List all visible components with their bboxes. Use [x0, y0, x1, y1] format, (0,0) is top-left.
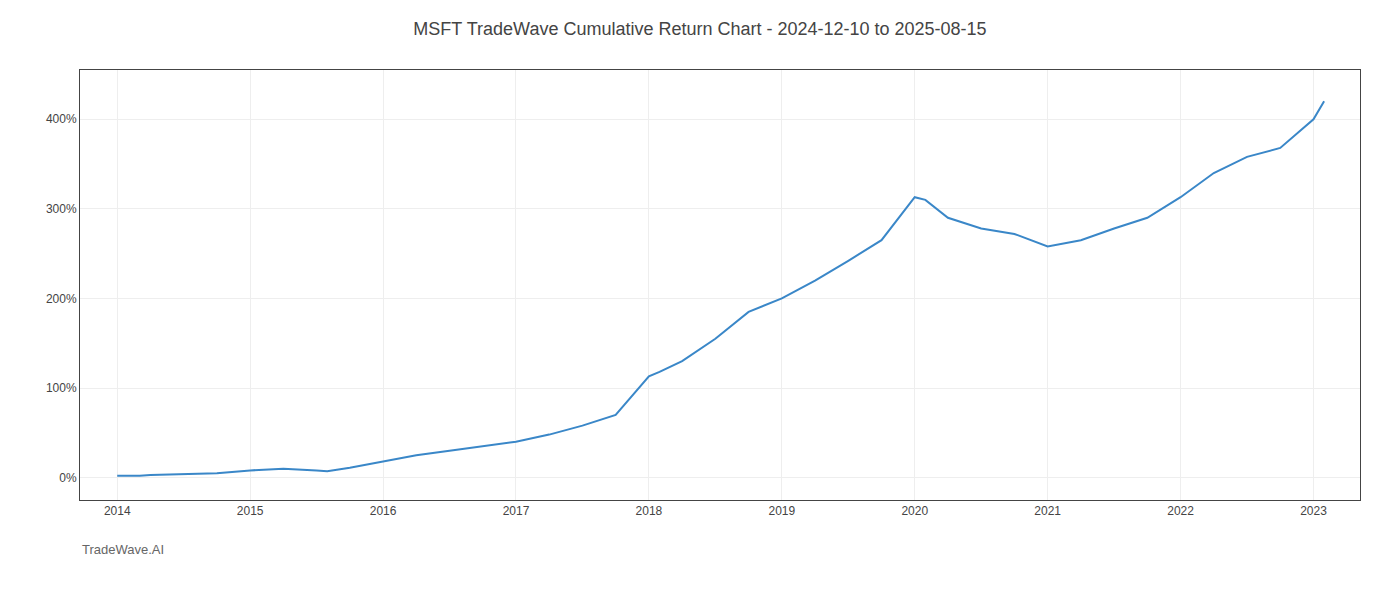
- svg-text:2023: 2023: [1300, 504, 1327, 518]
- svg-text:100%: 100%: [46, 381, 77, 395]
- svg-text:MSFT TradeWave Cumulative Retu: MSFT TradeWave Cumulative Return Chart -…: [413, 19, 986, 39]
- svg-text:2018: 2018: [636, 504, 663, 518]
- svg-text:2021: 2021: [1034, 504, 1061, 518]
- svg-text:2014: 2014: [104, 504, 131, 518]
- svg-text:400%: 400%: [46, 112, 77, 126]
- svg-text:200%: 200%: [46, 292, 77, 306]
- svg-text:2022: 2022: [1167, 504, 1194, 518]
- svg-text:2016: 2016: [370, 504, 397, 518]
- svg-text:300%: 300%: [46, 202, 77, 216]
- svg-text:2020: 2020: [901, 504, 928, 518]
- svg-text:TradeWave.AI: TradeWave.AI: [82, 542, 164, 557]
- svg-text:2015: 2015: [237, 504, 264, 518]
- svg-text:0%: 0%: [59, 471, 77, 485]
- svg-text:2017: 2017: [503, 504, 530, 518]
- svg-text:2019: 2019: [768, 504, 795, 518]
